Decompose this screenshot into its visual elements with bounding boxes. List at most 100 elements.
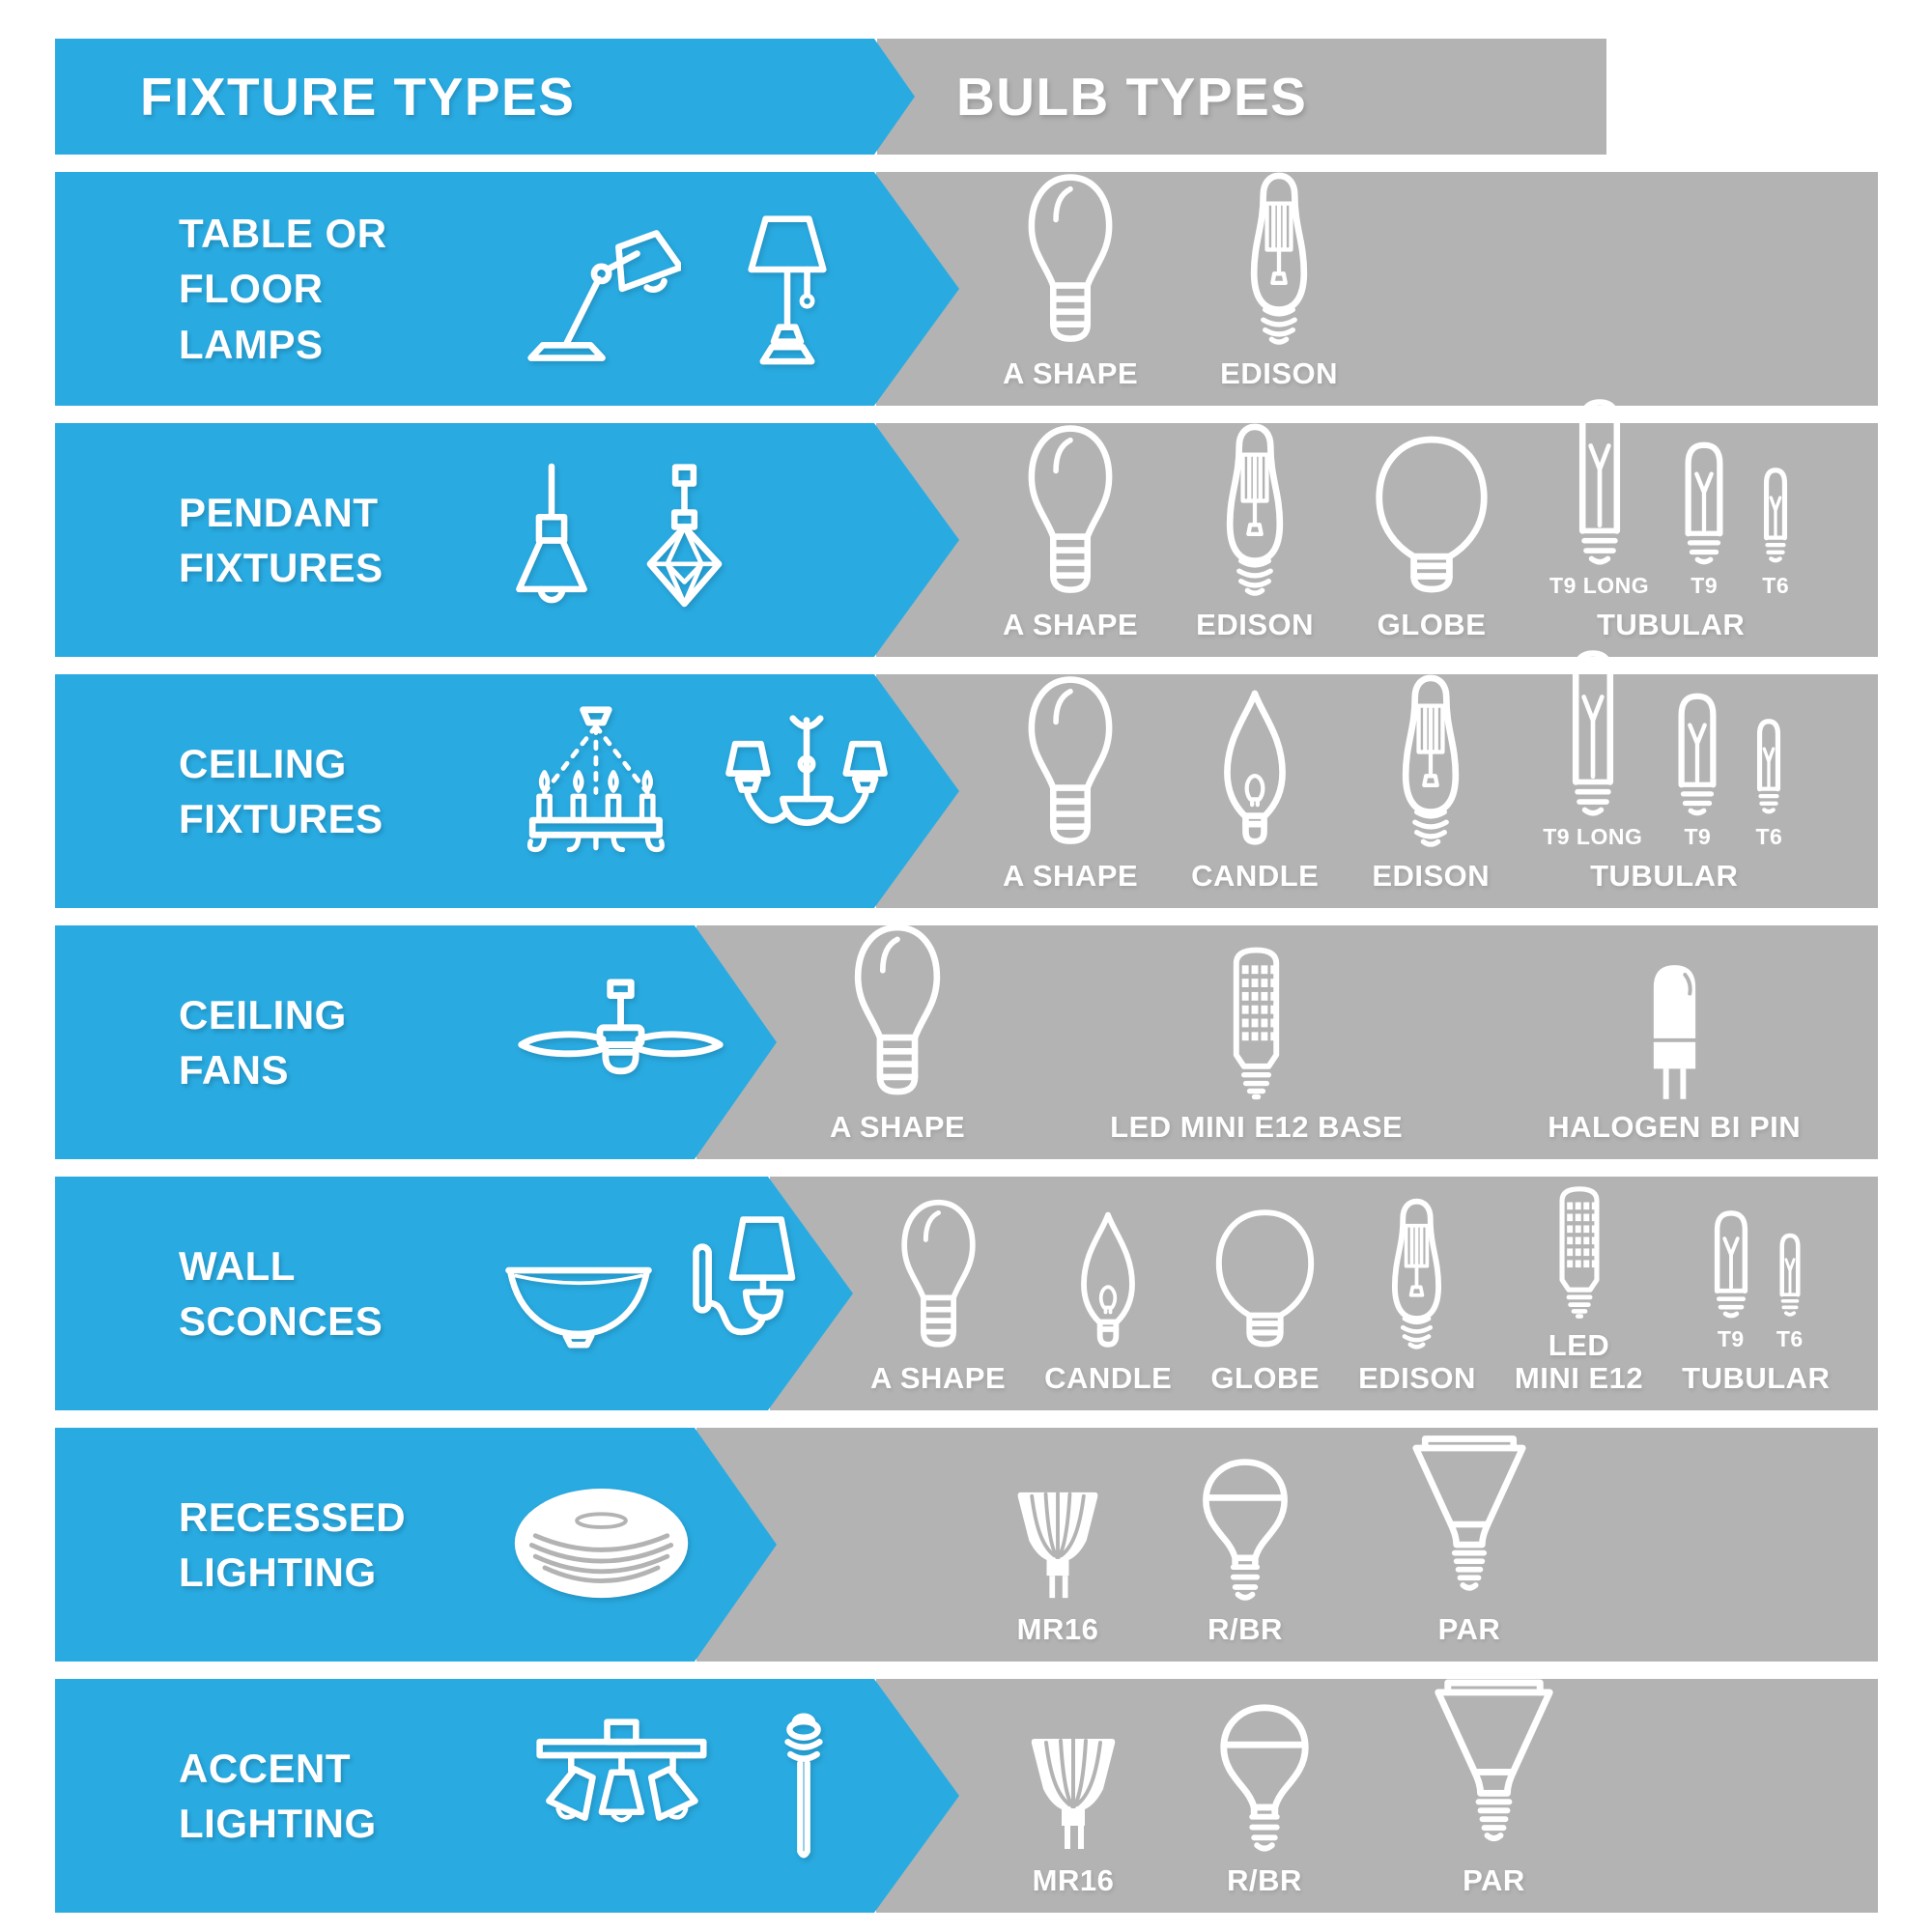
bulb-label: LED MINI E12 xyxy=(1514,1327,1644,1395)
bulb-list: A SHAPE EDISON GLOBE T9 LONG T9 T6 TUBULAR xyxy=(1003,399,1874,657)
row-pendant-fixtures: PENDANT FIXTURES A SHAPE EDISON GLOBE T9 LON… xyxy=(0,399,1932,657)
bulb-tubular-group: T9 T6 TUBULAR xyxy=(1682,1208,1830,1395)
fixture-arrow: WALL SCONCES xyxy=(55,1177,853,1410)
bulb-panel xyxy=(876,423,1878,657)
tube-t9-long: T9 LONG xyxy=(1549,395,1649,599)
tube-t9: T9 xyxy=(1671,690,1723,850)
par-icon xyxy=(1409,1672,1578,1855)
tube-t6: T6 xyxy=(1752,716,1785,850)
shaded-sconce-icon xyxy=(689,1212,807,1376)
r-br-icon xyxy=(1194,1456,1296,1604)
t9-long-icon xyxy=(1571,395,1629,565)
a-shape-icon xyxy=(891,1197,986,1352)
halogen-bi-pin-icon xyxy=(1645,956,1704,1101)
bulb-globe: GLOBE xyxy=(1372,434,1492,641)
bulb-label: LED MINI E12 BASE xyxy=(1110,1109,1404,1144)
bulb-list: A SHAPE CANDLE EDISON T9 LONG T9 T6 TUBULAR xyxy=(1003,650,1874,908)
bulb-candle: CANDLE xyxy=(1191,688,1319,893)
fixture-label: WALL SCONCES xyxy=(179,1242,384,1344)
t9-icon xyxy=(1671,690,1723,816)
bulb-a-shape: A SHAPE xyxy=(830,921,965,1144)
bulb-label: MR16 xyxy=(1032,1862,1115,1897)
fixture-arrow: PENDANT FIXTURES xyxy=(55,423,959,657)
fixture-label: ACCENT LIGHTING xyxy=(179,1745,377,1846)
fixture-label: PENDANT FIXTURES xyxy=(179,489,384,590)
bulb-label: MR16 xyxy=(1016,1611,1099,1646)
bulb-edison: EDISON xyxy=(1372,672,1490,893)
cone-pendant-icon xyxy=(497,463,606,618)
t6-icon xyxy=(1752,716,1785,816)
a-shape-icon xyxy=(1016,171,1124,348)
mr16-icon xyxy=(1013,1489,1102,1604)
bulb-size-sublabel: T9 LONG xyxy=(1549,572,1650,598)
geometric-pendant-icon xyxy=(635,463,734,618)
bulb-label: A SHAPE xyxy=(830,1109,966,1144)
row-wall-sconces: WALL SCONCES A SHAPE CANDLE GLOBE EDISON LED … xyxy=(0,1177,1932,1410)
a-shape-icon xyxy=(1016,673,1124,850)
bulb-types-title: BULB TYPES xyxy=(956,67,1308,127)
t9-long-icon xyxy=(1564,646,1622,816)
bulb-list: MR16 R/BR PAR xyxy=(1027,1679,1874,1913)
led-mini-icon xyxy=(1222,942,1291,1101)
edison-icon xyxy=(1388,672,1473,850)
edison-icon xyxy=(1212,421,1297,599)
bulb-label: TUBULAR xyxy=(1596,607,1746,641)
bulb-led-mini: LED MINI E12 BASE xyxy=(1110,942,1403,1144)
t6-icon xyxy=(1759,465,1792,565)
bulb-mr16: MR16 xyxy=(1013,1489,1102,1646)
tubular-tubes: T9 LONG T9 T6 xyxy=(1543,646,1785,850)
fixture-types-title: FIXTURE TYPES xyxy=(140,67,576,127)
bulb-panel xyxy=(876,172,1878,406)
bulb-par: PAR xyxy=(1409,1672,1578,1897)
bulb-list: A SHAPE EDISON xyxy=(1003,172,1874,406)
edison-icon xyxy=(1379,1196,1454,1352)
t9-icon xyxy=(1678,439,1730,565)
bulb-panel xyxy=(696,1428,1878,1662)
led-mini-icon xyxy=(1549,1182,1609,1320)
table-lamp-icon xyxy=(720,212,855,367)
track-light-icon xyxy=(522,1715,720,1877)
bulb-label: EDISON xyxy=(1372,858,1491,893)
desk-lamp-icon xyxy=(507,212,681,367)
bulb-panel xyxy=(876,1679,1878,1913)
tubular-tubes: T9 T6 xyxy=(1708,1208,1804,1352)
bulb-list: A SHAPE LED MINI E12 BASE HALOGEN BI PIN xyxy=(830,923,1874,1159)
bulb-label: PAR xyxy=(1463,1862,1525,1897)
par-icon xyxy=(1388,1429,1550,1604)
a-shape-icon xyxy=(1016,422,1124,599)
bulb-list: A SHAPE CANDLE GLOBE EDISON LED MINI E12 T9 T6… xyxy=(870,1177,1874,1410)
bulb-tubular-group: T9 LONG T9 T6 TUBULAR xyxy=(1549,395,1792,641)
bulb-led-mini: LED MINI E12 xyxy=(1515,1182,1643,1395)
shaded-chandelier-icon xyxy=(720,711,894,871)
row-accent-lighting: ACCENT LIGHTING MR16 R/BR PAR xyxy=(0,1679,1932,1913)
recessed-light-icon xyxy=(507,1483,696,1607)
bulb-label: EDISON xyxy=(1220,355,1339,390)
tube-t9: T9 xyxy=(1708,1208,1754,1352)
fixture-label: RECESSED LIGHTING xyxy=(179,1493,407,1595)
path-light-icon xyxy=(773,1712,835,1880)
fixture-label: TABLE OR FLOOR LAMPS xyxy=(179,211,387,367)
mr16-icon xyxy=(1027,1735,1120,1855)
fixture-arrow: ACCENT LIGHTING xyxy=(55,1679,959,1913)
bulb-label: A SHAPE xyxy=(1003,355,1139,390)
bulb-halogen-bi-pin: HALOGEN BI PIN xyxy=(1548,956,1801,1144)
bulb-mr16: MR16 xyxy=(1027,1735,1120,1897)
bulb-label: HALOGEN BI PIN xyxy=(1548,1109,1802,1144)
bulb-label: CANDLE xyxy=(1191,858,1320,893)
row-recessed-lighting: RECESSED LIGHTING MR16 R/BR PAR xyxy=(0,1428,1932,1662)
bulb-a-shape: A SHAPE xyxy=(1003,673,1138,893)
fixture-arrow: TABLE OR FLOOR LAMPS xyxy=(55,172,959,406)
bulb-label: A SHAPE xyxy=(870,1360,1007,1395)
fixture-label: CEILING FANS xyxy=(179,991,347,1093)
t9-icon xyxy=(1708,1208,1754,1319)
fixture-arrow: CEILING FIXTURES xyxy=(55,674,959,908)
bulb-edison: EDISON xyxy=(1196,421,1314,641)
bulb-types-header-banner: BULB TYPES xyxy=(877,39,1606,155)
bulb-label: R/BR xyxy=(1208,1611,1283,1646)
tube-t9-long: T9 LONG xyxy=(1543,646,1642,850)
tubular-tubes: T9 LONG T9 T6 xyxy=(1549,395,1792,599)
fixture-arrow: RECESSED LIGHTING xyxy=(55,1428,777,1662)
bulb-label: PAR xyxy=(1437,1611,1501,1646)
bulb-a-shape: A SHAPE xyxy=(1003,171,1138,390)
tube-t6: T6 xyxy=(1776,1231,1804,1352)
